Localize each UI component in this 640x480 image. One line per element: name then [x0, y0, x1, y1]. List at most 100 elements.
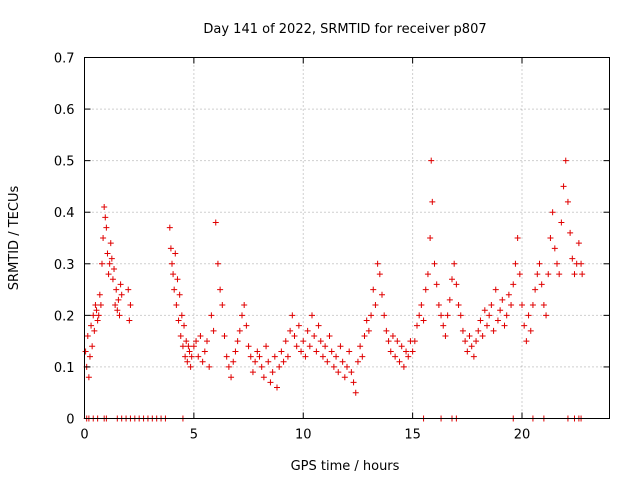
data-point [424, 271, 431, 278]
data-point [219, 302, 226, 309]
data-point [438, 312, 445, 319]
data-point [206, 363, 213, 370]
data-point [117, 281, 124, 288]
data-point [249, 369, 256, 376]
data-point [459, 327, 466, 334]
data-point [532, 286, 539, 293]
data-point [374, 260, 381, 267]
data-point [418, 302, 425, 309]
data-point [93, 307, 100, 314]
data-point [527, 327, 534, 334]
data-point [108, 255, 115, 262]
data-point [516, 271, 523, 278]
data-point [322, 343, 329, 350]
data-point [302, 353, 309, 360]
y-tick-label: 0.1 [54, 361, 75, 376]
data-point [556, 271, 563, 278]
data-point [562, 157, 569, 164]
data-point [379, 291, 385, 298]
data-point [311, 332, 318, 339]
data-point [468, 343, 475, 350]
x-tick-label: 5 [190, 428, 198, 443]
data-point [208, 312, 215, 319]
data-point [317, 338, 324, 345]
data-point [457, 312, 464, 319]
data-point [575, 240, 582, 247]
data-point [89, 343, 96, 350]
data-point [195, 353, 202, 360]
data-point [210, 327, 217, 334]
data-point [503, 312, 510, 319]
data-point [444, 312, 451, 319]
data-point [422, 286, 429, 293]
data-point [256, 353, 263, 360]
data-point [116, 312, 123, 319]
data-point [473, 338, 480, 345]
data-point [278, 348, 285, 355]
data-point [239, 312, 245, 319]
data-point [389, 332, 396, 339]
x-tick-label: 0 [80, 428, 88, 443]
data-point [197, 332, 204, 339]
data-point [558, 219, 565, 226]
data-point [352, 389, 359, 396]
data-point [324, 358, 331, 365]
data-point [114, 307, 121, 314]
data-point [385, 338, 392, 345]
data-point [400, 363, 407, 370]
data-point [169, 260, 175, 267]
data-point [186, 348, 193, 355]
data-point [477, 317, 484, 324]
data-point [84, 332, 91, 339]
data-point [282, 338, 289, 345]
data-point [464, 348, 471, 355]
data-point [274, 384, 280, 391]
data-point [354, 358, 361, 365]
data-point [414, 322, 420, 329]
data-point [446, 296, 453, 303]
data-points [82, 157, 586, 422]
data-point [359, 353, 366, 360]
data-point [232, 348, 239, 355]
data-point [97, 302, 104, 309]
data-point [372, 302, 379, 309]
data-point [104, 250, 111, 257]
data-point [540, 302, 547, 309]
data-point [236, 327, 243, 334]
data-point [109, 276, 116, 283]
data-point [85, 374, 92, 381]
data-point [499, 296, 506, 303]
data-point [387, 348, 394, 355]
chart-title: Day 141 of 2022, SRMTID for receiver p80… [203, 22, 486, 37]
data-point [571, 271, 578, 278]
data-point [245, 343, 252, 350]
data-point [564, 198, 571, 205]
data-point [181, 322, 188, 329]
data-point [212, 219, 219, 226]
data-point [113, 286, 120, 293]
data-point [178, 312, 185, 319]
data-point [363, 317, 370, 324]
data-point [512, 260, 519, 267]
plot-frame [84, 57, 610, 419]
data-point [82, 348, 89, 355]
data-point [306, 343, 313, 350]
data-point [92, 302, 99, 309]
data-point [396, 358, 403, 365]
data-point [254, 348, 261, 355]
data-point [111, 265, 118, 272]
data-point [339, 358, 346, 365]
data-point [521, 322, 528, 329]
data-point [440, 322, 447, 329]
data-point [319, 353, 326, 360]
data-point [88, 322, 95, 329]
data-point [171, 286, 178, 293]
data-point [462, 338, 469, 345]
data-point [258, 363, 265, 370]
data-point [523, 338, 530, 345]
data-point [429, 198, 436, 205]
data-point [405, 353, 412, 360]
x-tick-label: 15 [404, 428, 421, 443]
data-point [183, 338, 190, 345]
data-point [300, 338, 307, 345]
